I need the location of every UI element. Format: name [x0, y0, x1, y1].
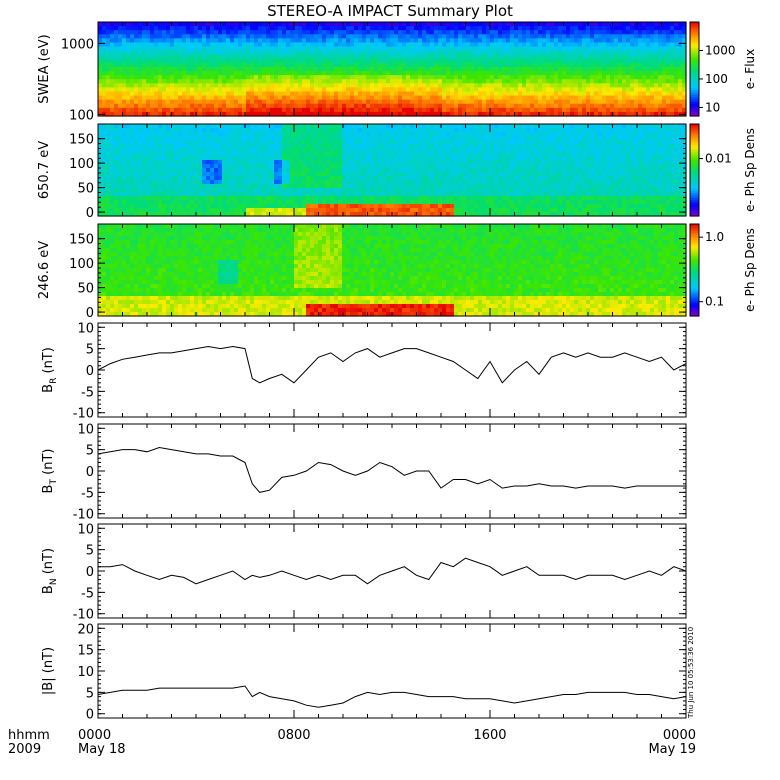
y-axis-label: BN (nT) — [41, 548, 59, 594]
colorbar-tick-label: 1000 — [705, 43, 736, 57]
y-tick-label: 100 — [69, 157, 94, 172]
panel-6: BN (nT) -10 -5 0 5 10 — [41, 522, 687, 623]
y-tick-label: -10 — [73, 608, 94, 623]
time-tick-sublabel: May 18 — [78, 742, 126, 757]
panel-frame — [97, 623, 687, 719]
y-tick-label: 150 — [69, 133, 94, 148]
y-axis-label: 650.7 eV — [37, 141, 52, 199]
series-line — [97, 685, 687, 708]
colorbar-tick-label: 0.1 — [705, 295, 724, 309]
y-tick-label: 0 — [86, 708, 94, 723]
panel-7: |B| (nT) 0 5 10 15 20 — [41, 622, 687, 723]
panel-frame — [97, 322, 687, 418]
time-tick-label: 0000 — [78, 728, 111, 743]
y-tick-label: 5 — [86, 544, 94, 559]
colorbar-tick-label: 0.01 — [705, 152, 732, 166]
plot-title: STEREO-A IMPACT Summary Plot — [267, 2, 513, 20]
time-tick-label: 1600 — [473, 728, 506, 743]
time-tick-sublabel: May 19 — [648, 742, 696, 757]
series-line — [98, 557, 687, 585]
y-tick-label: 100 — [69, 108, 94, 123]
y-axis-label: BR (nT) — [41, 347, 59, 393]
y-tick-label: 10 — [77, 665, 94, 680]
y-tick-label: 5 — [86, 444, 94, 459]
y-axis-label: |B| (nT) — [41, 647, 56, 695]
panel-frame — [97, 423, 687, 519]
y-tick-label: 0 — [86, 364, 94, 379]
y-tick-label: -5 — [81, 385, 94, 400]
colorbar-tick-label: 10 — [705, 100, 720, 114]
colorbar-label: e- Flux — [743, 49, 757, 89]
series-line — [97, 345, 687, 384]
panel-5: BT (nT) -10 -5 0 5 10 — [41, 422, 687, 523]
y-tick-label: 100 — [69, 257, 94, 272]
y-tick-label: -10 — [73, 508, 94, 523]
y-tick-label: 0 — [86, 465, 94, 480]
y-tick-label: 5 — [86, 343, 94, 358]
y-tick-label: -5 — [81, 586, 94, 601]
time-tick-label: 0000 — [663, 728, 696, 743]
colorbar-2: 0.01 e- Ph Sp Dens — [689, 123, 757, 217]
heatmap-cells — [98, 124, 687, 217]
panel-2: 0.01 e- Ph Sp Dens 650.7 eV 0 50 100 150 — [37, 123, 757, 221]
colorbar-tick-label: 100 — [705, 72, 728, 86]
y-tick-label: 1000 — [61, 37, 94, 52]
colorbar-frame — [689, 123, 700, 217]
year-label: 2009 — [8, 742, 41, 757]
colorbar-3: 0.1 1.0 e- Ph Sp Dens — [689, 223, 757, 317]
heatmap-cells — [98, 22, 687, 117]
y-tick-label: 50 — [77, 182, 94, 197]
y-tick-label: -5 — [81, 486, 94, 501]
heatmap-cells — [98, 224, 687, 317]
time-unit-label: hhmm — [8, 728, 50, 743]
y-axis-label: 246.6 eV — [37, 241, 52, 299]
y-tick-label: 0 — [86, 306, 94, 321]
y-tick-label: 150 — [69, 233, 94, 248]
colorbar-frame — [689, 223, 700, 317]
colorbar-tick-label: 1.0 — [705, 230, 724, 244]
y-axis-label: BT (nT) — [41, 449, 59, 494]
y-tick-label: 50 — [77, 282, 94, 297]
y-tick-label: 10 — [77, 522, 94, 537]
y-tick-label: 15 — [77, 644, 94, 659]
timestamp: Thu Jun 10 05:53:36 2010 — [687, 627, 695, 719]
y-tick-label: 10 — [77, 321, 94, 336]
time-tick-label: 0800 — [277, 728, 310, 743]
colorbar-frame — [689, 21, 700, 117]
colorbar-label: e- Ph Sp Dens — [743, 128, 757, 212]
y-axis-label: SWEA (eV) — [37, 34, 52, 103]
colorbar-1: 10 100 1000 e- Flux — [689, 21, 757, 117]
y-tick-label: 10 — [77, 422, 94, 437]
y-tick-label: 0 — [86, 565, 94, 580]
colorbar-label: e- Ph Sp Dens — [743, 228, 757, 312]
series-line — [97, 446, 686, 493]
y-tick-label: -10 — [73, 407, 94, 422]
y-tick-label: 20 — [77, 622, 94, 637]
y-tick-label: 0 — [86, 206, 94, 221]
y-tick-label: 5 — [86, 686, 94, 701]
panel-4: BR (nT) -10 -5 0 5 10 — [41, 321, 687, 422]
panel-3: 0.1 1.0 e- Ph Sp Dens 246.6 eV 0 50 100 150 — [37, 223, 757, 321]
panel-1: 10 100 1000 e- Flux SWEA (eV) 100 1000 — [37, 21, 757, 123]
